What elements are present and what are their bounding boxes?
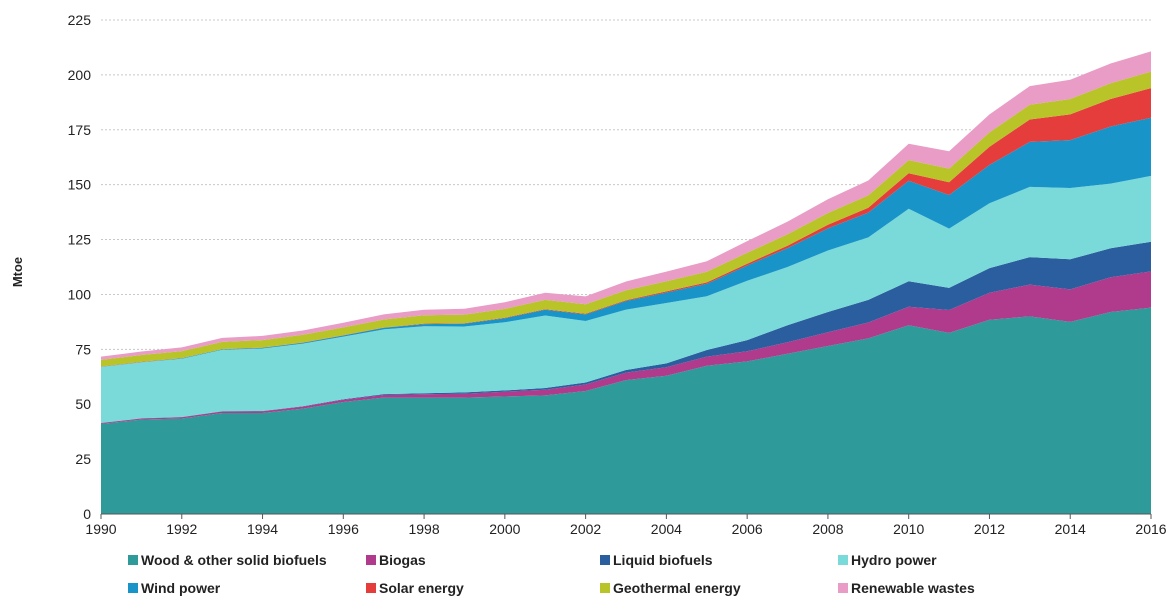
legend-label: Renewable wastes	[851, 580, 975, 596]
y-tick-label: 25	[75, 451, 91, 467]
legend-swatch	[600, 555, 610, 565]
y-tick-label: 225	[68, 12, 92, 28]
x-tick-label: 2006	[732, 521, 763, 537]
legend-label: Liquid biofuels	[613, 552, 713, 568]
x-tick-label: 1998	[408, 521, 439, 537]
axes	[100, 513, 1152, 519]
legend-item: Biogas	[366, 552, 426, 568]
y-tick-label: 50	[75, 396, 91, 412]
legend: Wood & other solid biofuels Biogas Liquid …	[128, 552, 975, 596]
x-tick-labels: 1990 1992 1994 1996 1998 2000 2002 2004 2006 2008…	[85, 521, 1166, 537]
legend-label: Wood & other solid biofuels	[141, 552, 327, 568]
x-tick-label: 2000	[489, 521, 520, 537]
legend-label: Hydro power	[851, 552, 937, 568]
x-tick-label: 2010	[893, 521, 924, 537]
legend-item: Geothermal energy	[600, 580, 741, 596]
legend-swatch	[128, 555, 138, 565]
x-tick-label: 2008	[812, 521, 843, 537]
y-tick-label: 100	[68, 286, 92, 302]
x-tick-label: 2012	[974, 521, 1005, 537]
legend-swatch	[366, 583, 376, 593]
x-tick-label: 1990	[85, 521, 116, 537]
legend-swatch	[838, 583, 848, 593]
x-tick-label: 2004	[651, 521, 682, 537]
legend-item: Hydro power	[838, 552, 937, 568]
legend-label: Wind power	[141, 580, 221, 596]
y-tick-label: 125	[68, 232, 92, 248]
y-tick-label: 150	[68, 177, 92, 193]
x-tick-label: 2016	[1135, 521, 1166, 537]
y-axis-label: Mtoe	[10, 257, 25, 287]
y-tick-label: 75	[75, 341, 91, 357]
y-tick-label: 175	[68, 122, 92, 138]
y-tick-labels: 0 25 50 75 100 125 150 175 200 225	[68, 12, 92, 522]
x-tick-label: 1994	[247, 521, 278, 537]
legend-label: Biogas	[379, 552, 426, 568]
legend-item: Wood & other solid biofuels	[128, 552, 327, 568]
legend-swatch	[838, 555, 848, 565]
legend-label: Geothermal energy	[613, 580, 741, 596]
legend-swatch	[366, 555, 376, 565]
y-tick-label: 0	[83, 506, 91, 522]
area-liquid-biofuels	[101, 241, 1151, 424]
legend-label: Solar energy	[379, 580, 464, 596]
area-biogas	[101, 271, 1151, 424]
legend-swatch	[600, 583, 610, 593]
x-tick-label: 2014	[1055, 521, 1086, 537]
x-tick-label: 2002	[570, 521, 601, 537]
legend-item: Liquid biofuels	[600, 552, 713, 568]
y-tick-label: 200	[68, 67, 92, 83]
area-hydro-power	[101, 175, 1151, 423]
legend-item: Renewable wastes	[838, 580, 975, 596]
legend-swatch	[128, 583, 138, 593]
legend-item: Wind power	[128, 580, 221, 596]
x-tick-label: 1992	[166, 521, 197, 537]
area-wind-power	[101, 117, 1151, 367]
x-tick-label: 1996	[328, 521, 359, 537]
area-series	[101, 51, 1151, 514]
area-wood-other-solid-biofuels	[101, 307, 1151, 514]
legend-item: Solar energy	[366, 580, 464, 596]
